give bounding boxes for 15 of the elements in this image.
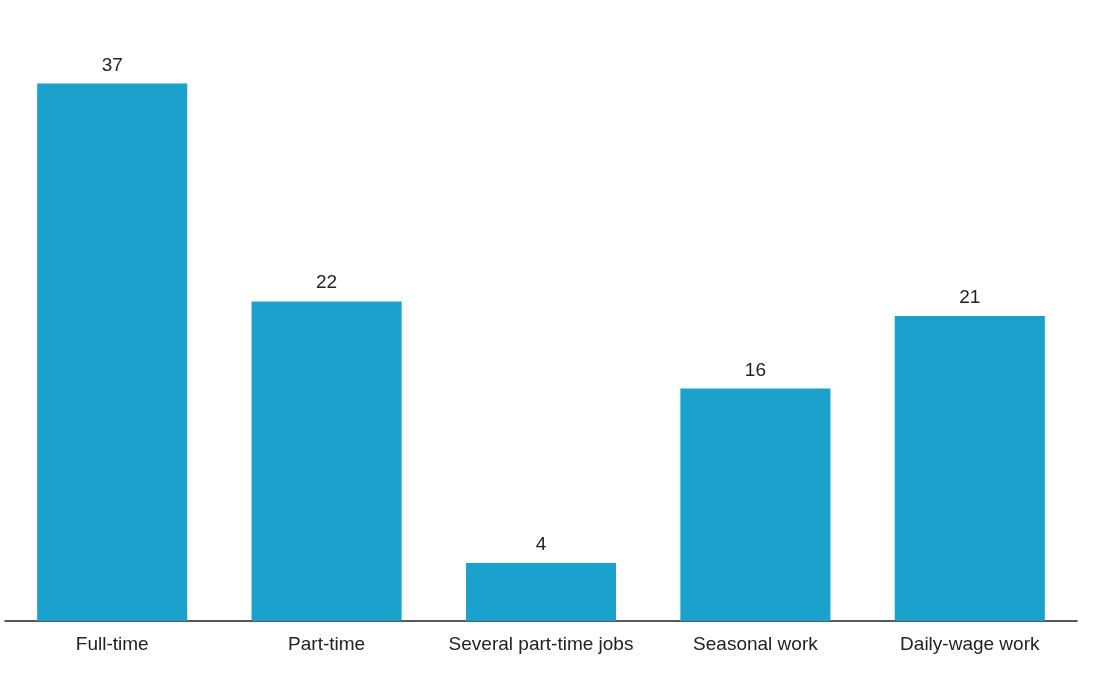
- x-tick-label: Daily-wage work: [900, 632, 1040, 654]
- x-tick-label: Seasonal work: [693, 632, 819, 654]
- x-tick-label: Part-time: [288, 632, 366, 654]
- bar: [251, 301, 402, 621]
- x-tick-label: Several part-time jobs: [448, 632, 634, 654]
- data-label: 21: [959, 285, 981, 307]
- x-tick-label: Full-time: [75, 632, 149, 654]
- bar: [465, 562, 617, 621]
- data-label: 37: [101, 53, 123, 75]
- data-label: 4: [535, 532, 547, 554]
- data-label: 16: [744, 358, 766, 380]
- bar: [894, 315, 1045, 621]
- bar: [37, 83, 188, 621]
- data-label: 22: [316, 271, 338, 293]
- bar: [680, 388, 831, 621]
